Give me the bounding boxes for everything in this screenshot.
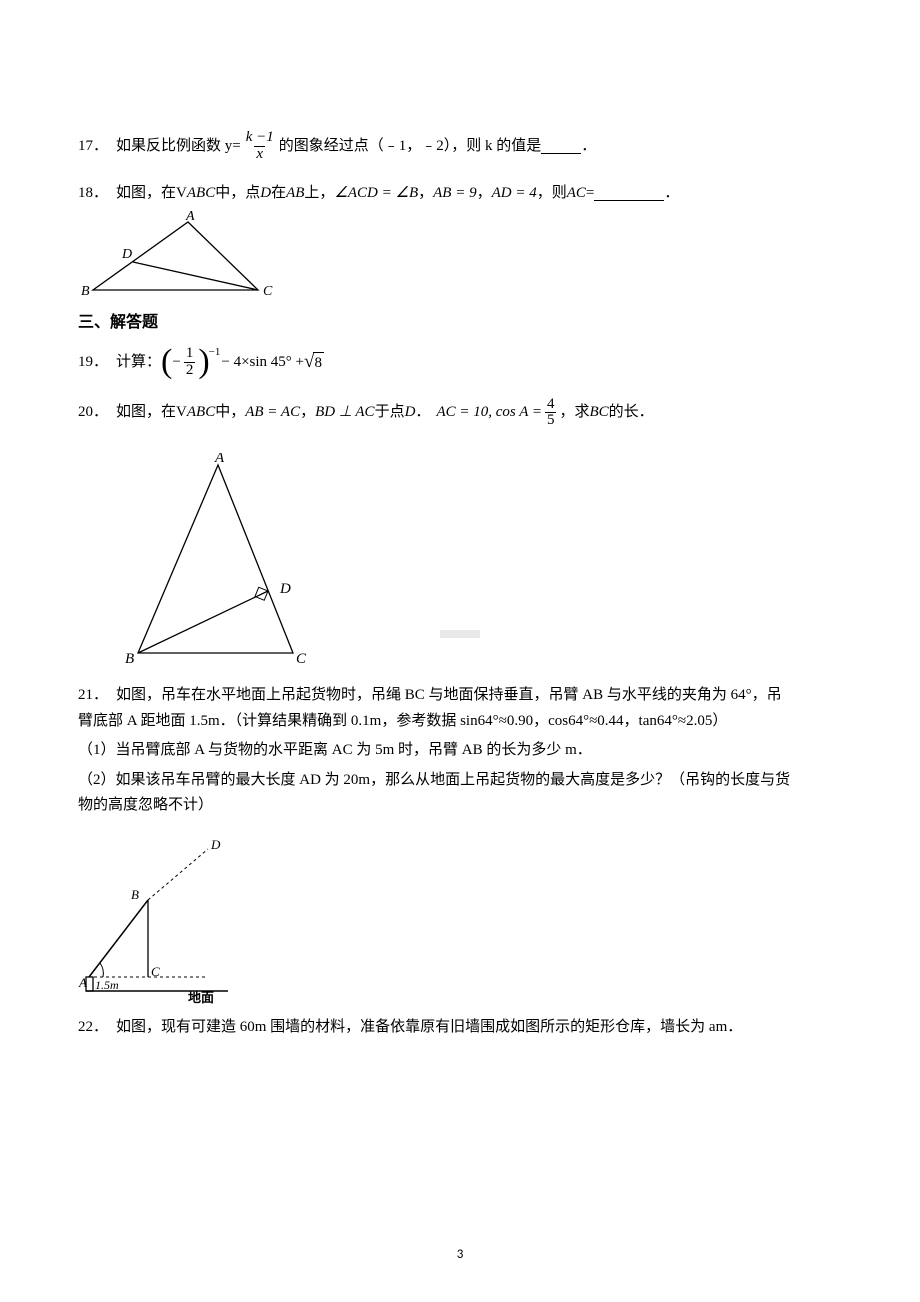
watermark bbox=[440, 630, 480, 638]
text: 在 bbox=[271, 181, 286, 207]
text: 中， bbox=[215, 400, 245, 426]
math: = bbox=[586, 181, 594, 207]
text: 如果反比例函数 y= bbox=[116, 134, 241, 160]
text: 上， bbox=[304, 181, 334, 207]
text: 如图，吊车在水平地面上吊起货物时，吊绳 BC 与地面保持垂直，吊臂 AB 与水平… bbox=[116, 683, 782, 709]
numerator: k −1 bbox=[244, 130, 276, 146]
text: ， bbox=[477, 181, 492, 207]
text: 如图，在 bbox=[116, 400, 176, 426]
sub-question-2: （2）如果该吊车吊臂的最大长度 AD 为 20m，那么从地面上吊起货物的最大高度… bbox=[78, 768, 842, 794]
text: 计算： bbox=[116, 350, 161, 376]
figure-triangle-20: A B C D bbox=[108, 453, 318, 673]
label-C: C bbox=[263, 284, 273, 299]
denominator: x bbox=[254, 146, 265, 163]
problem-line: 21． 如图，吊车在水平地面上吊起货物时，吊绳 BC 与地面保持垂直，吊臂 AB… bbox=[78, 683, 842, 709]
left-paren-icon: ( bbox=[161, 348, 172, 375]
problem-22: 22． 如图，现有可建造 60m 围墙的材料，准备依靠原有旧墙围成如图所示的矩形… bbox=[78, 1015, 842, 1041]
label-B: B bbox=[81, 284, 90, 299]
exponent: −1 bbox=[209, 343, 221, 362]
problem-21: 21． 如图，吊车在水平地面上吊起货物时，吊绳 BC 与地面保持垂直，吊臂 AB… bbox=[78, 683, 842, 819]
figure-triangle-18: A B C D bbox=[78, 210, 278, 305]
text: ， bbox=[300, 400, 315, 426]
fill-in-blank bbox=[541, 139, 581, 154]
label-ground: 地面 bbox=[188, 990, 214, 1005]
text: 如图，在 bbox=[116, 181, 176, 207]
problem-body: 如果反比例函数 y= k −1 x 的图象经过点（﹣1，﹣2），则 k 的值是 … bbox=[116, 130, 842, 163]
math: V bbox=[176, 400, 187, 426]
fill-in-blank bbox=[594, 186, 664, 201]
math: AB = AC bbox=[245, 400, 300, 426]
problem-17: 17． 如果反比例函数 y= k −1 x 的图象经过点（﹣1，﹣2），则 k … bbox=[78, 130, 842, 163]
radicand: 8 bbox=[313, 352, 324, 372]
label-C: C bbox=[296, 651, 307, 667]
neg-sign: − bbox=[172, 350, 180, 376]
problem-number: 20． bbox=[78, 400, 108, 426]
denominator: 5 bbox=[545, 412, 557, 429]
label-C: C bbox=[151, 964, 160, 979]
text: 的图象经过点（﹣1，﹣2），则 k 的值是 bbox=[279, 134, 542, 160]
problem-19: 19． 计算： ( − 1 2 ) −1 − 4×sin 45° + √ 8 bbox=[78, 346, 842, 379]
sub-question-1: （1）当吊臂底部 A 与货物的水平距离 AC 为 5m 时，吊臂 AB 的长为多… bbox=[78, 738, 842, 764]
math: ABC bbox=[187, 400, 215, 426]
label-B: B bbox=[131, 887, 139, 902]
numerator: 4 bbox=[545, 397, 557, 413]
label-height: 1.5m bbox=[95, 978, 119, 992]
text: 中，点 bbox=[215, 181, 260, 207]
problem-number: 18． bbox=[78, 181, 108, 207]
label-D: D bbox=[210, 837, 221, 852]
math: D bbox=[405, 400, 416, 426]
math: AB = 9 bbox=[433, 181, 476, 207]
problem-18: 18． 如图，在 V ABC 中，点 D 在 AB 上， ∠ACD = ∠B ，… bbox=[78, 181, 842, 207]
fraction: k −1 x bbox=[244, 130, 276, 163]
numerator: 1 bbox=[184, 346, 196, 362]
problem-body: 计算： ( − 1 2 ) −1 − 4×sin 45° + √ 8 bbox=[116, 346, 842, 379]
text: ． bbox=[581, 134, 596, 160]
text: ， bbox=[418, 181, 433, 207]
text: ，求 bbox=[559, 400, 589, 426]
label-D: D bbox=[279, 581, 291, 597]
label-B: B bbox=[125, 651, 134, 667]
label-A: A bbox=[214, 453, 225, 466]
math: − 4×sin 45° + bbox=[221, 350, 304, 376]
math: AD = 4 bbox=[492, 181, 537, 207]
problem-body: 如图，在 V ABC 中，点 D 在 AB 上， ∠ACD = ∠B ， AB … bbox=[116, 181, 842, 207]
text: 的长． bbox=[609, 400, 654, 426]
sqrt: √ 8 bbox=[304, 352, 324, 372]
figure-crane-21: A B C D 1.5m 地面 bbox=[78, 837, 248, 1007]
problem-number: 19． bbox=[78, 350, 108, 376]
problem-number: 21． bbox=[78, 683, 108, 709]
text: 于点 bbox=[375, 400, 405, 426]
math: AB bbox=[286, 181, 304, 207]
sub-question-2b: 物的高度忽略不计） bbox=[78, 793, 842, 819]
math: AC bbox=[567, 181, 586, 207]
math: BD ⊥ AC bbox=[315, 400, 374, 426]
text: ． bbox=[415, 400, 430, 426]
fraction: 1 2 bbox=[184, 346, 196, 379]
math: V bbox=[176, 181, 187, 207]
label-A: A bbox=[185, 210, 195, 224]
problem-body: 如图，在 V ABC 中， AB = AC ， BD ⊥ AC 于点 D ． A… bbox=[116, 397, 842, 430]
math: AC = 10, cos A = bbox=[436, 400, 542, 426]
problem-number: 22． bbox=[78, 1015, 108, 1041]
problem-body: 如图，现有可建造 60m 围墙的材料，准备依靠原有旧墙围成如图所示的矩形仓库，墙… bbox=[116, 1015, 842, 1041]
label-D: D bbox=[121, 247, 132, 262]
page-number: 3 bbox=[0, 1244, 920, 1266]
denominator: 2 bbox=[184, 362, 196, 379]
section-title: 三、解答题 bbox=[78, 309, 842, 336]
math: D bbox=[260, 181, 271, 207]
math: BC bbox=[589, 400, 608, 426]
math: ∠ACD = ∠B bbox=[334, 181, 418, 207]
label-A: A bbox=[78, 975, 87, 990]
paren-expression: ( − 1 2 ) −1 bbox=[161, 346, 221, 379]
problem-20: 20． 如图，在 V ABC 中， AB = AC ， BD ⊥ AC 于点 D… bbox=[78, 397, 842, 430]
math: ABC bbox=[187, 181, 215, 207]
text: ，则 bbox=[537, 181, 567, 207]
problem-number: 17． bbox=[78, 134, 108, 160]
fraction: 4 5 bbox=[545, 397, 557, 430]
text: ． bbox=[664, 181, 679, 207]
problem-line: 臂底部 A 距地面 1.5m．（计算结果精确到 0.1m，参考数据 sin64°… bbox=[78, 709, 842, 735]
